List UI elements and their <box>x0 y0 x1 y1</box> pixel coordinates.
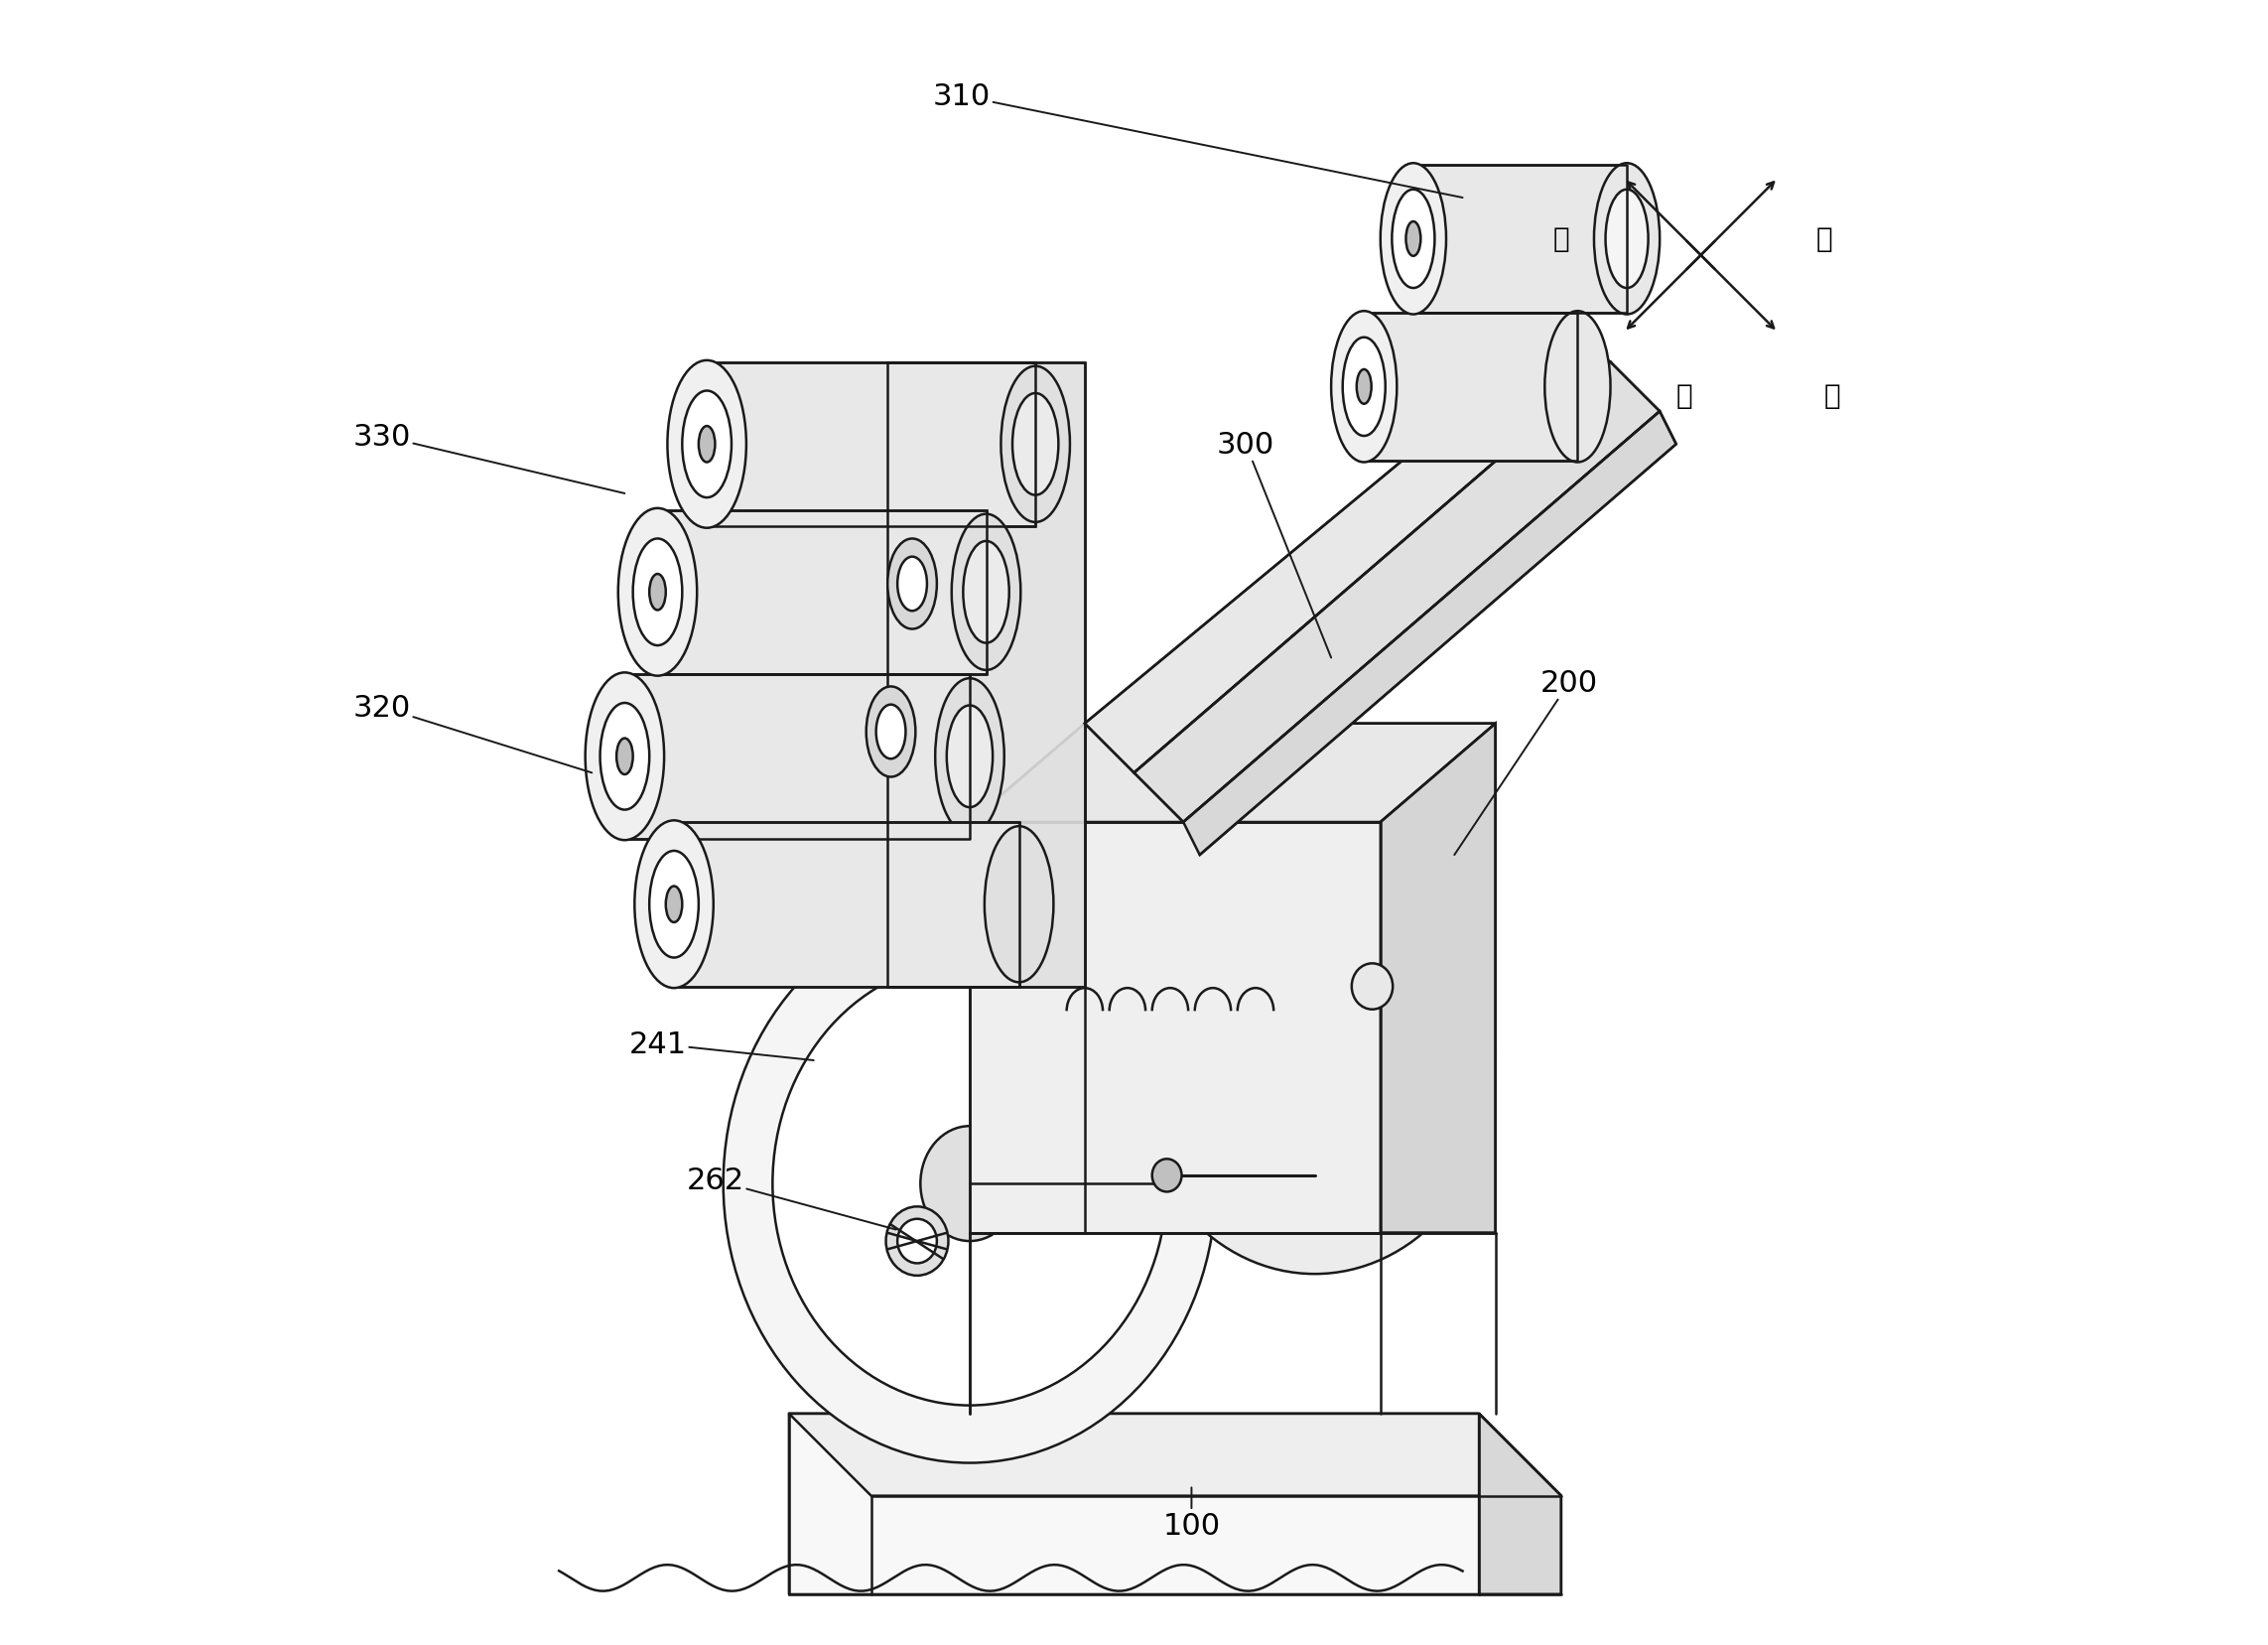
Polygon shape <box>1184 411 1676 855</box>
Polygon shape <box>658 510 987 674</box>
Ellipse shape <box>667 360 746 528</box>
Ellipse shape <box>585 673 665 841</box>
Polygon shape <box>971 822 1381 1234</box>
Ellipse shape <box>699 426 714 462</box>
Ellipse shape <box>887 1207 948 1277</box>
Ellipse shape <box>875 706 905 760</box>
Ellipse shape <box>1393 191 1436 290</box>
Ellipse shape <box>617 739 633 775</box>
Ellipse shape <box>1175 913 1454 1226</box>
Ellipse shape <box>964 541 1009 643</box>
Ellipse shape <box>1134 864 1495 1275</box>
Polygon shape <box>1084 331 1610 773</box>
Text: 241: 241 <box>628 1030 814 1061</box>
Ellipse shape <box>1406 222 1420 257</box>
Ellipse shape <box>898 1219 937 1263</box>
Text: 200: 200 <box>1454 668 1599 855</box>
Text: 前: 前 <box>1676 382 1692 410</box>
Ellipse shape <box>649 574 667 610</box>
Polygon shape <box>1413 166 1626 314</box>
Polygon shape <box>789 1413 1560 1495</box>
Ellipse shape <box>667 887 683 923</box>
Ellipse shape <box>984 826 1055 982</box>
Text: 320: 320 <box>352 693 592 773</box>
Polygon shape <box>1381 724 1495 1234</box>
Ellipse shape <box>953 515 1021 671</box>
Polygon shape <box>674 822 1018 987</box>
Text: 左: 左 <box>1554 225 1569 253</box>
Text: 310: 310 <box>932 82 1463 199</box>
Ellipse shape <box>1606 191 1649 290</box>
Ellipse shape <box>1000 367 1070 523</box>
Text: 330: 330 <box>352 423 624 493</box>
Text: 262: 262 <box>687 1166 896 1230</box>
Ellipse shape <box>1594 165 1660 316</box>
Polygon shape <box>1134 362 1660 822</box>
Ellipse shape <box>723 905 1216 1462</box>
Ellipse shape <box>1381 165 1447 316</box>
Polygon shape <box>971 724 1495 822</box>
Ellipse shape <box>1331 313 1397 462</box>
Ellipse shape <box>1545 313 1610 462</box>
Polygon shape <box>789 1413 1479 1594</box>
Ellipse shape <box>635 821 714 989</box>
Ellipse shape <box>1356 370 1372 405</box>
Text: 100: 100 <box>1163 1487 1220 1540</box>
Ellipse shape <box>934 679 1005 834</box>
Polygon shape <box>1363 314 1579 461</box>
Ellipse shape <box>1343 337 1386 436</box>
Ellipse shape <box>633 540 683 646</box>
Ellipse shape <box>619 508 696 676</box>
Ellipse shape <box>866 688 916 778</box>
Ellipse shape <box>683 392 733 498</box>
Ellipse shape <box>601 704 649 811</box>
Ellipse shape <box>946 706 993 808</box>
Ellipse shape <box>921 1127 1018 1242</box>
Polygon shape <box>887 362 1084 987</box>
Polygon shape <box>1479 1413 1560 1594</box>
Ellipse shape <box>773 962 1166 1405</box>
Text: 后: 后 <box>1817 225 1833 253</box>
Text: 300: 300 <box>1218 431 1331 658</box>
Polygon shape <box>624 674 971 839</box>
Ellipse shape <box>1352 964 1393 1010</box>
Ellipse shape <box>1012 393 1059 495</box>
Ellipse shape <box>1152 1160 1182 1193</box>
Ellipse shape <box>898 558 928 612</box>
Polygon shape <box>708 362 1036 526</box>
Text: 右: 右 <box>1823 382 1842 410</box>
Ellipse shape <box>887 540 937 630</box>
Ellipse shape <box>1277 1026 1352 1112</box>
Ellipse shape <box>649 850 699 957</box>
